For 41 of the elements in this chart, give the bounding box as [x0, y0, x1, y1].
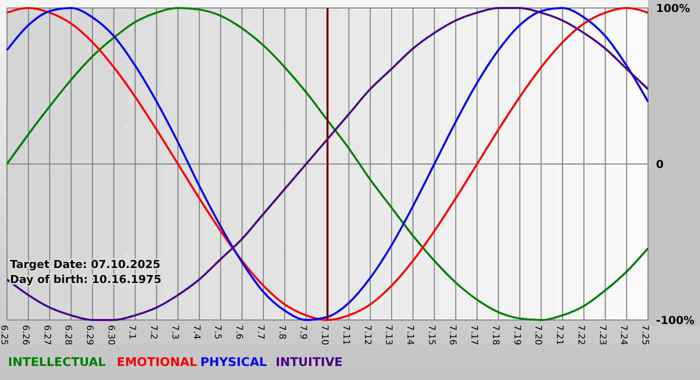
x-tick-label: 6.25 [0, 325, 9, 346]
x-tick-label: 7.25 [640, 325, 650, 346]
annotation: Day of birth: 10.16.1975 [10, 273, 162, 286]
x-tick-label: 7.7 [254, 325, 265, 340]
x-tick-label: 7.18 [490, 325, 500, 346]
x-tick-label: 7.11 [340, 325, 350, 346]
x-tick-label: 7.6 [234, 325, 244, 340]
x-tick-label: 7.5 [212, 325, 222, 340]
x-tick-label: 6.30 [105, 325, 116, 346]
x-tick-label: 7.16 [447, 325, 458, 346]
text: EMOTIONAL [116, 355, 198, 369]
text: INTUITIVE [276, 355, 343, 369]
y-tick-label: 100% [656, 2, 690, 15]
text: PHYSICAL [200, 355, 268, 369]
x-tick-label: 6.26 [20, 325, 30, 346]
x-tick-label: 7.23 [596, 325, 607, 346]
y-tick-label: 0 [656, 158, 664, 171]
annotation: Target Date: 07.10.2025 [10, 258, 160, 271]
x-tick-label: 7.10 [319, 325, 330, 346]
x-tick-label: 7.22 [575, 325, 586, 346]
y-tick-label: -100% [656, 314, 695, 327]
x-tick-label: 7.2 [148, 325, 158, 340]
x-tick-label: 7.8 [276, 325, 286, 340]
x-tick-label: 6.29 [84, 325, 94, 346]
x-tick-label: 7.12 [362, 325, 372, 346]
x-tick-label: 7.14 [404, 325, 415, 346]
x-tick-label: 7.4 [190, 325, 201, 340]
x-tick-label: 7.3 [169, 325, 180, 340]
x-tick-label: 7.13 [383, 325, 394, 346]
x-tick-label: 7.15 [426, 325, 436, 346]
x-tick-label: 7.21 [554, 325, 564, 346]
line-series [6, 7, 649, 321]
x-tick-label: 7.20 [532, 325, 543, 346]
x-tick-label: 6.27 [41, 325, 52, 346]
x-tick-label: 7.19 [511, 325, 522, 346]
x-tick-label: 7.17 [468, 325, 479, 346]
x-tick-label: 6.28 [62, 325, 73, 346]
x-tick-label: 7.24 [618, 325, 628, 346]
x-tick-label: 7.1 [126, 325, 137, 340]
x-tick-label: 7.9 [298, 325, 308, 340]
text: INTELLECTUAL [8, 355, 106, 369]
